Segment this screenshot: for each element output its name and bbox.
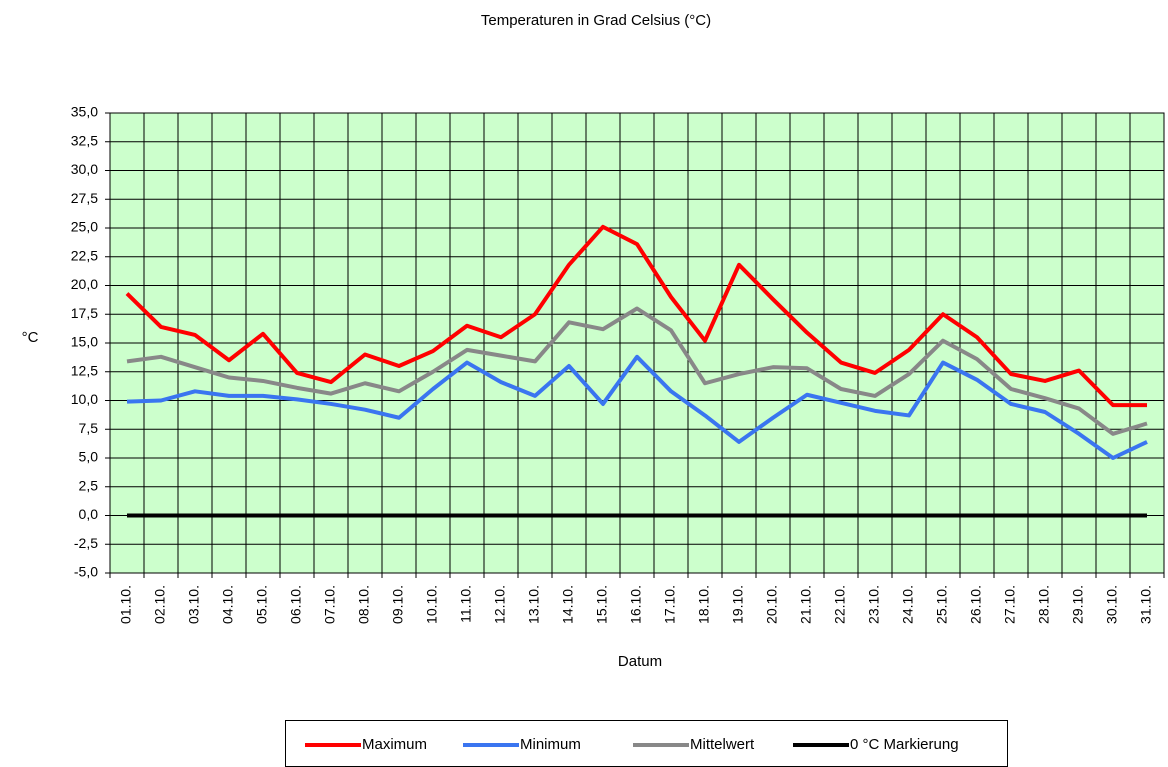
x-tick-label: 03.10. xyxy=(186,585,202,624)
x-tick-label: 24.10. xyxy=(900,585,916,624)
x-tick-label: 05.10. xyxy=(254,585,270,624)
x-tick-label: 20.10. xyxy=(764,585,780,624)
x-tick-label: 19.10. xyxy=(730,585,746,624)
x-tick-label: 17.10. xyxy=(662,585,678,624)
y-tick-label: -5,0 xyxy=(74,564,98,580)
x-tick-label: 09.10. xyxy=(390,585,406,624)
x-tick-label: 26.10. xyxy=(968,585,984,624)
series-line xyxy=(126,306,1148,436)
x-tick-label: 06.10. xyxy=(288,585,304,624)
y-tick-label: 2,5 xyxy=(79,477,99,493)
x-tick-label: 31.10. xyxy=(1138,585,1154,624)
x-tick-label: 13.10. xyxy=(526,585,542,624)
x-tick-label: 23.10. xyxy=(866,585,882,624)
y-tick-label: 25,0 xyxy=(71,219,98,235)
x-tick-label: 07.10. xyxy=(322,585,338,624)
legend-label: Maximum xyxy=(362,736,427,753)
y-axis-label: °C xyxy=(22,329,39,346)
y-tick-label: 35,0 xyxy=(71,104,98,120)
x-tick-label: 30.10. xyxy=(1104,585,1120,624)
x-tick-label: 18.10. xyxy=(696,585,712,624)
y-tick-label: 12,5 xyxy=(71,362,98,378)
x-tick-label: 28.10. xyxy=(1036,585,1052,624)
legend-label: Minimum xyxy=(520,736,581,753)
y-tick-label: 32,5 xyxy=(71,132,98,148)
y-tick-label: 7,5 xyxy=(79,420,99,436)
x-tick-label: 10.10. xyxy=(424,585,440,624)
x-tick-label: 16.10. xyxy=(628,585,644,624)
x-tick-label: 08.10. xyxy=(356,585,372,624)
x-tick-label: 12.10. xyxy=(492,585,508,624)
y-tick-label: 5,0 xyxy=(79,449,99,465)
chart-title: Temperaturen in Grad Celsius (°C) xyxy=(481,12,711,29)
series-line xyxy=(125,224,1147,408)
y-tick-label: 30,0 xyxy=(71,161,98,177)
y-tick-label: 10,0 xyxy=(71,391,98,407)
x-tick-label: 25.10. xyxy=(934,585,950,624)
y-tick-label: 17,5 xyxy=(71,305,98,321)
x-tick-label: 01.10. xyxy=(118,585,134,624)
legend-label: 0 °C Markierung xyxy=(850,736,959,753)
x-tick-label: 29.10. xyxy=(1070,585,1086,624)
y-tick-label: 15,0 xyxy=(71,334,98,350)
series-line xyxy=(126,354,1148,460)
x-tick-label: 11.10. xyxy=(458,585,474,623)
x-tick-label: 15.10. xyxy=(594,585,610,624)
x-tick-label: 21.10. xyxy=(798,585,814,624)
x-tick-label: 27.10. xyxy=(1002,585,1018,624)
x-tick-label: 02.10. xyxy=(152,585,168,624)
x-axis-label: Datum xyxy=(618,653,662,670)
y-tick-label: 0,0 xyxy=(79,506,99,522)
y-tick-label: 22,5 xyxy=(71,247,98,263)
x-tick-label: 04.10. xyxy=(220,585,236,624)
x-tick-label: 14.10. xyxy=(560,585,576,624)
y-tick-label: 27,5 xyxy=(71,190,98,206)
x-tick-label: 22.10. xyxy=(832,585,848,624)
legend-label: Mittelwert xyxy=(690,736,755,753)
y-tick-label: -2,5 xyxy=(74,535,98,551)
y-tick-label: 20,0 xyxy=(71,276,98,292)
